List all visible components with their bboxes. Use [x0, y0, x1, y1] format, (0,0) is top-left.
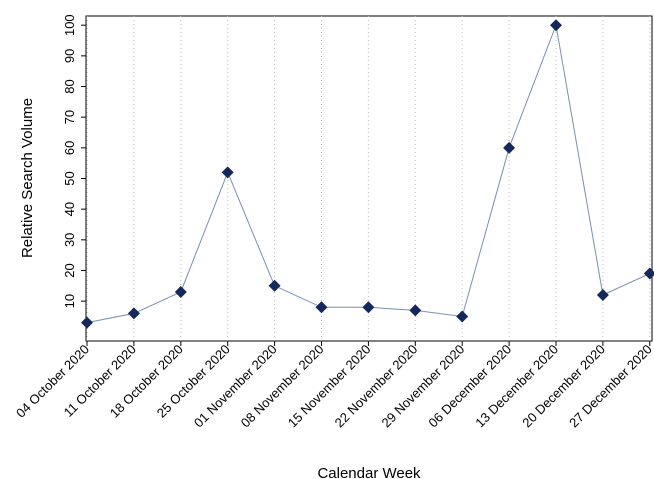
y-tick-label: 20	[62, 263, 77, 277]
y-tick-label: 10	[62, 294, 77, 308]
x-tick-label: 15 November 2020	[285, 342, 374, 431]
x-tick-label: 01 November 2020	[191, 342, 280, 431]
x-tick-label: 20 December 2020	[519, 342, 608, 431]
data-point-marker	[315, 301, 328, 314]
x-tick-label: 13 December 2020	[472, 342, 561, 431]
data-point-marker	[81, 316, 93, 329]
x-tick-label: 08 November 2020	[238, 342, 327, 431]
gridlines	[86, 16, 651, 341]
data-point-marker	[550, 19, 562, 32]
x-tick-label: 06 December 2020	[425, 342, 514, 431]
y-axis-title: Relative Search Volume	[19, 98, 36, 258]
data-point-marker	[643, 267, 654, 280]
x-tick-label: 27 December 2020	[566, 342, 654, 431]
data-point-marker	[596, 289, 609, 302]
x-axis-title: Calendar Week	[317, 465, 421, 479]
y-tick-label: 40	[62, 202, 77, 216]
plot-frame	[85, 15, 653, 342]
y-tick-label: 90	[62, 49, 77, 63]
data-point-marker	[221, 166, 234, 179]
data-point-marker	[127, 307, 140, 320]
data-point-marker	[362, 301, 375, 314]
series-line	[86, 23, 651, 324]
y-tick-label: 70	[62, 110, 77, 124]
x-tick-label: 29 November 2020	[379, 342, 468, 431]
x-tick-label: 22 November 2020	[332, 342, 421, 431]
data-point-marker	[456, 310, 469, 323]
y-tick-label: 80	[62, 79, 77, 93]
series	[81, 19, 654, 329]
y-tick-label: 30	[62, 233, 77, 247]
data-point-marker	[409, 304, 422, 317]
data-point-marker	[503, 141, 516, 154]
data-point-marker	[268, 279, 281, 292]
y-tick-label: 50	[62, 171, 77, 185]
data-point-marker	[174, 285, 187, 298]
y-axis: 10 20 30 40 50 60 70 80 90 100	[62, 14, 86, 308]
y-tick-label: 60	[62, 141, 77, 155]
y-tick-label: 100	[62, 14, 77, 36]
